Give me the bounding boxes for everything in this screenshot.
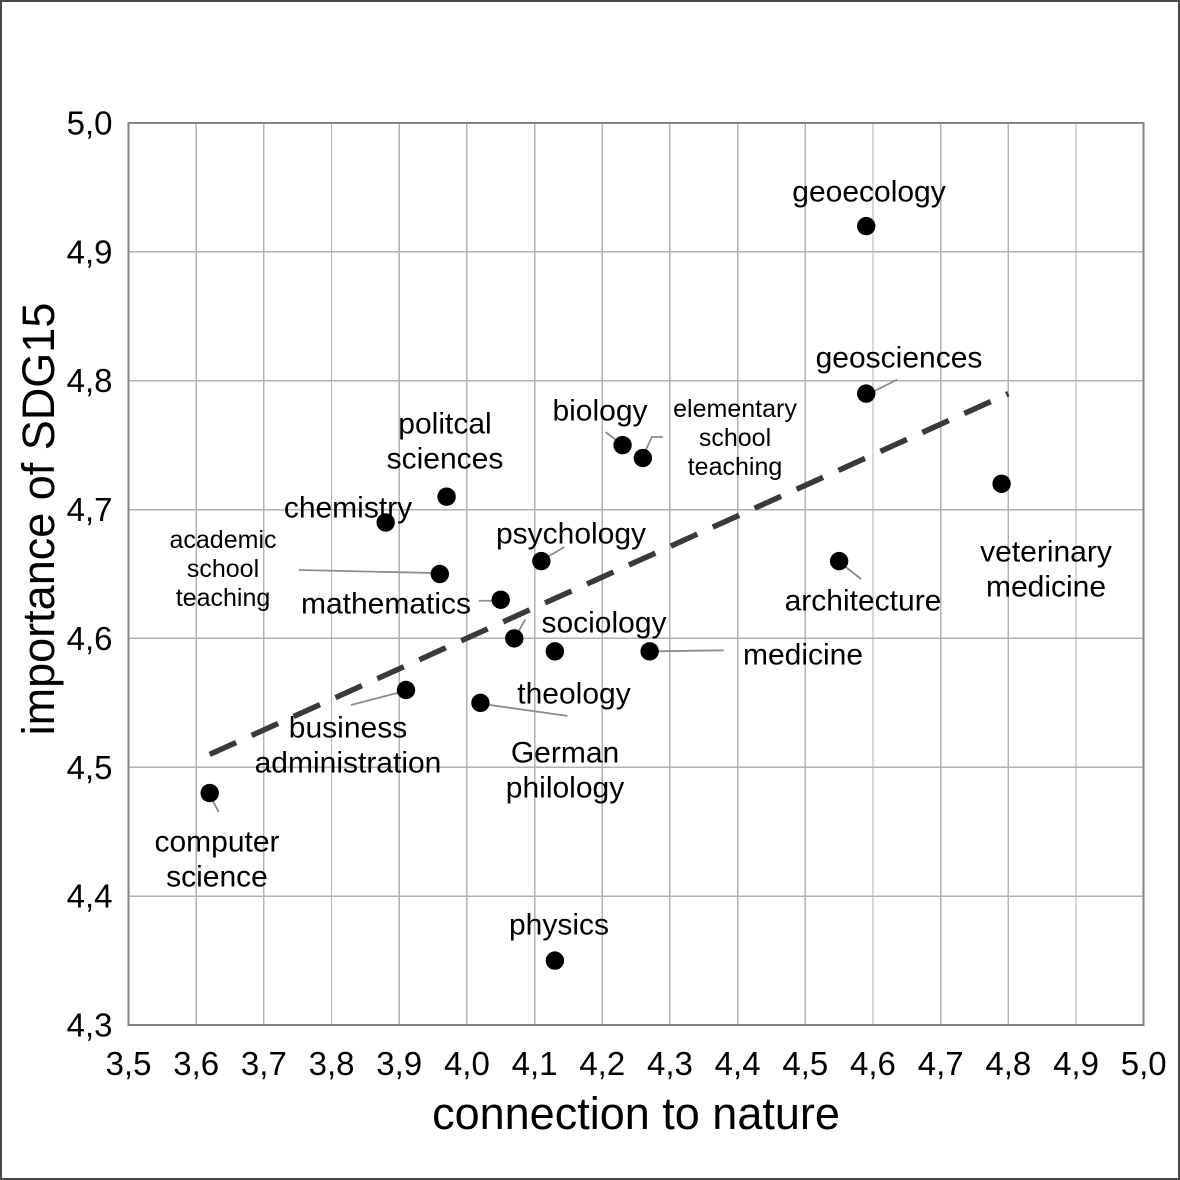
- label-line: computer: [154, 826, 279, 859]
- label-computer-science: computer science: [154, 826, 279, 894]
- label-line: teaching: [176, 584, 271, 612]
- point-psychology: [532, 551, 551, 571]
- label-line: sciences: [387, 443, 504, 476]
- label-line: veterinary: [980, 536, 1112, 569]
- y-tick-label: 4,7: [67, 491, 113, 528]
- trend-line: [208, 391, 1010, 757]
- x-tick-label: 5,0: [1121, 1045, 1167, 1082]
- label-biology: biology: [552, 395, 647, 428]
- label-sociology: sociology: [541, 607, 666, 640]
- point-biology: [613, 435, 632, 455]
- y-tick-label: 4,4: [67, 878, 113, 915]
- y-axis-title: importance of SDG15: [13, 302, 64, 736]
- point-geosciences: [857, 384, 876, 403]
- label-line: sociology: [541, 607, 666, 640]
- label-architecture: architecture: [785, 585, 942, 618]
- label-politcal-sciences: politcal sciences: [387, 408, 504, 476]
- label-academic-school-teaching: academic school teaching: [170, 526, 277, 612]
- y-tick-label: 4,8: [67, 362, 113, 399]
- x-tick-label: 4,0: [444, 1045, 490, 1082]
- point-german-philology: [471, 693, 490, 713]
- label-line: architecture: [785, 585, 942, 618]
- point-veterinary-medicine: [992, 474, 1011, 493]
- point-elementary-school-teaching: [633, 448, 653, 468]
- label-geoecology: geoecology: [792, 176, 945, 209]
- point-chemistry: [376, 513, 395, 532]
- label-theology: theology: [517, 678, 630, 711]
- label-chemistry: chemistry: [284, 492, 412, 525]
- point-sociology: [505, 629, 524, 648]
- y-tick-label: 4,5: [67, 749, 113, 786]
- label-physics: physics: [509, 909, 609, 942]
- x-tick-label: 4,4: [715, 1045, 761, 1082]
- x-tick-label: 3,8: [309, 1045, 355, 1082]
- label-line: chemistry: [284, 492, 412, 525]
- point-physics: [545, 951, 565, 970]
- label-line: physics: [509, 909, 609, 942]
- x-tick-label: 4,8: [985, 1045, 1031, 1082]
- label-business-administration: business administration: [255, 712, 442, 780]
- x-tick-label: 4,6: [850, 1045, 896, 1082]
- point-business-administration: [396, 680, 416, 700]
- leader-line-geosciences: [870, 378, 898, 394]
- label-line: geoecology: [792, 176, 945, 209]
- label-line: politcal: [398, 408, 491, 441]
- point-computer-science: [200, 783, 219, 803]
- point-architecture: [829, 551, 849, 571]
- point-medicine: [640, 642, 659, 661]
- label-line: school: [699, 424, 771, 452]
- label-line: business: [289, 712, 407, 745]
- label-medicine: medicine: [743, 639, 863, 672]
- x-tick-label: 4,1: [512, 1045, 558, 1082]
- leader-line-business-administration: [350, 690, 406, 706]
- x-tick-label: 4,7: [918, 1045, 964, 1082]
- point-theology: [545, 642, 565, 661]
- label-line: theology: [517, 678, 630, 711]
- label-line: medicine: [743, 639, 863, 672]
- x-tick-label: 3,9: [376, 1045, 422, 1082]
- label-line: mathematics: [301, 588, 471, 621]
- y-tick-label: 4,3: [67, 1007, 113, 1044]
- x-tick-label: 4,5: [782, 1045, 828, 1082]
- point-geoecology: [857, 216, 876, 236]
- plot-border: [127, 122, 1145, 1026]
- x-tick-label: 4,2: [579, 1045, 625, 1082]
- label-geosciences: geosciences: [816, 342, 983, 375]
- label-line: school: [187, 555, 259, 583]
- label-mathematics: mathematics: [301, 588, 471, 621]
- label-line: science: [166, 861, 268, 894]
- x-tick-label: 4,3: [647, 1045, 693, 1082]
- label-veterinary-medicine: veterinary medicine: [980, 536, 1112, 604]
- label-line: German: [511, 737, 619, 770]
- label-line: administration: [255, 747, 442, 780]
- label-german-philology: German philology: [506, 737, 624, 805]
- x-tick-label: 3,5: [106, 1045, 152, 1082]
- leader-line-medicine: [653, 649, 724, 653]
- leader-line-german-philology: [481, 702, 568, 717]
- label-line: elementary: [673, 395, 797, 423]
- point-mathematics: [491, 590, 510, 609]
- label-line: academic: [170, 526, 277, 554]
- x-tick-label: 3,6: [173, 1045, 219, 1082]
- point-academic-school-teaching: [430, 564, 450, 584]
- label-line: biology: [552, 395, 647, 428]
- x-tick-label: 3,7: [241, 1045, 287, 1082]
- leader-line-academic-school-teaching: [298, 569, 434, 574]
- y-tick-label: 4,9: [67, 233, 113, 270]
- label-line: medicine: [986, 571, 1106, 604]
- label-line: psychology: [496, 518, 646, 551]
- leader-line-elementary-school-teaching: [644, 436, 663, 453]
- label-psychology: psychology: [496, 518, 646, 551]
- label-line: philology: [506, 772, 624, 805]
- label-line: teaching: [688, 453, 783, 481]
- x-tick-label: 4,9: [1053, 1045, 1099, 1082]
- y-tick-label: 5,0: [67, 105, 113, 142]
- point-politcal-sciences: [437, 487, 456, 506]
- y-tick-label: 4,6: [67, 620, 113, 657]
- x-axis-title: connection to nature: [432, 1088, 840, 1139]
- label-elementary-school-teaching: elementary school teaching: [673, 395, 797, 481]
- label-line: geosciences: [816, 342, 983, 375]
